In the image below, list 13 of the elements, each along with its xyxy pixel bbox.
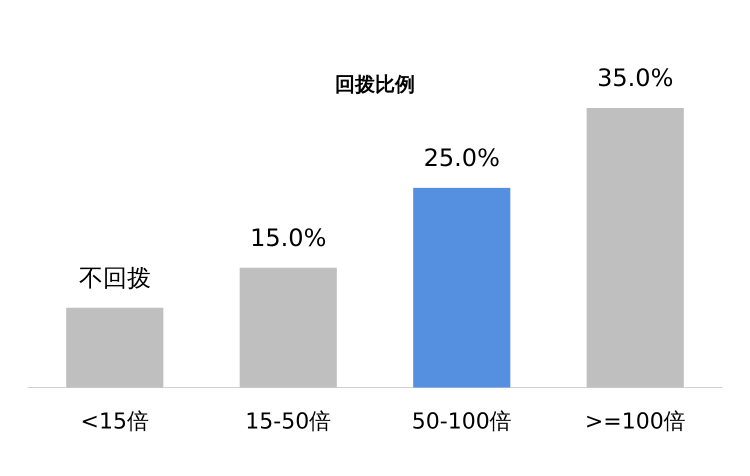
data-label: 15.0%	[250, 224, 326, 252]
x-tick-label: 15-50倍	[245, 410, 332, 435]
data-label: 25.0%	[424, 144, 500, 172]
bar	[66, 308, 164, 388]
bar	[586, 108, 684, 388]
x-tick-label: 50-100倍	[412, 410, 512, 435]
x-tick-label: >=100倍	[584, 410, 686, 435]
x-tick-label: <15倍	[80, 410, 149, 435]
chart-title: 回拨比例	[335, 72, 415, 96]
data-label: 不回拨	[78, 264, 151, 292]
data-label: 35.0%	[597, 64, 674, 92]
bar	[413, 188, 510, 388]
bar	[240, 268, 337, 388]
